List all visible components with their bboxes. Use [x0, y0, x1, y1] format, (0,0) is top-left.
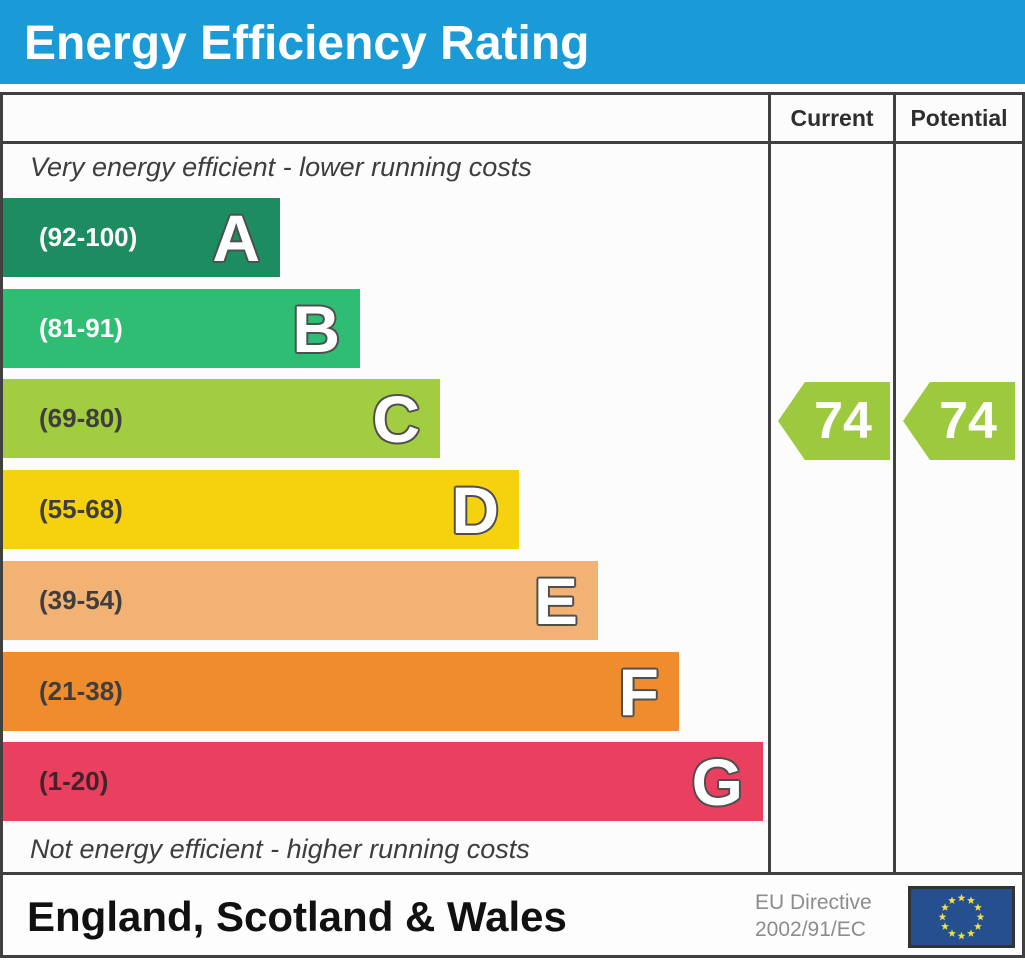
band-D: (55-68) D — [3, 470, 519, 549]
band-C-letter: C — [372, 381, 420, 456]
band-D-range: (55-68) — [39, 494, 123, 524]
band-C-range: (69-80) — [39, 403, 123, 433]
band-E-letter: E — [533, 563, 578, 638]
bottom-note: Not energy efficient - higher running co… — [30, 834, 530, 864]
footer-bar: England, Scotland & Wales EU Directive 2… — [0, 875, 1025, 958]
band-G: (1-20) G — [3, 742, 763, 821]
header-underline — [0, 141, 1025, 144]
band-D-letter: D — [451, 472, 499, 547]
band-F-range: (21-38) — [39, 676, 123, 706]
band-A-range: (92-100) — [39, 222, 138, 252]
eu-directive-label: EU Directive 2002/91/EC — [755, 889, 897, 943]
current-rating-arrow: 74 — [778, 382, 890, 460]
band-C: (69-80) C — [3, 379, 440, 458]
band-E-range: (39-54) — [39, 585, 123, 615]
page-title: Energy Efficiency Rating — [24, 17, 590, 70]
region-label: England, Scotland & Wales — [27, 893, 567, 940]
eu-flag-icon — [908, 886, 1015, 948]
band-A: (92-100) A — [3, 198, 280, 277]
band-B-range: (81-91) — [39, 313, 123, 343]
column-header-potential: Potential — [910, 105, 1008, 131]
band-A-letter: A — [212, 200, 260, 275]
band-E: (39-54) E — [3, 561, 598, 640]
band-G-range: (1-20) — [39, 766, 109, 796]
current-column-divider — [768, 92, 771, 875]
potential-column-divider — [893, 92, 896, 875]
band-B-letter: B — [292, 291, 340, 366]
band-B: (81-91) B — [3, 289, 360, 368]
potential-rating-arrow: 74 — [903, 382, 1015, 460]
column-header-current: Current — [790, 105, 874, 131]
band-G-letter: G — [691, 744, 743, 819]
potential-rating-value: 74 — [939, 392, 997, 450]
eu-directive-line2: 2002/91/EC — [755, 918, 866, 941]
title-bar: Energy Efficiency Rating — [0, 0, 1025, 84]
eu-directive-line1: EU Directive — [755, 891, 872, 914]
band-F: (21-38) F — [3, 652, 679, 731]
top-note: Very energy efficient - lower running co… — [30, 152, 532, 182]
band-F-letter: F — [618, 654, 659, 729]
current-rating-value: 74 — [814, 392, 872, 450]
